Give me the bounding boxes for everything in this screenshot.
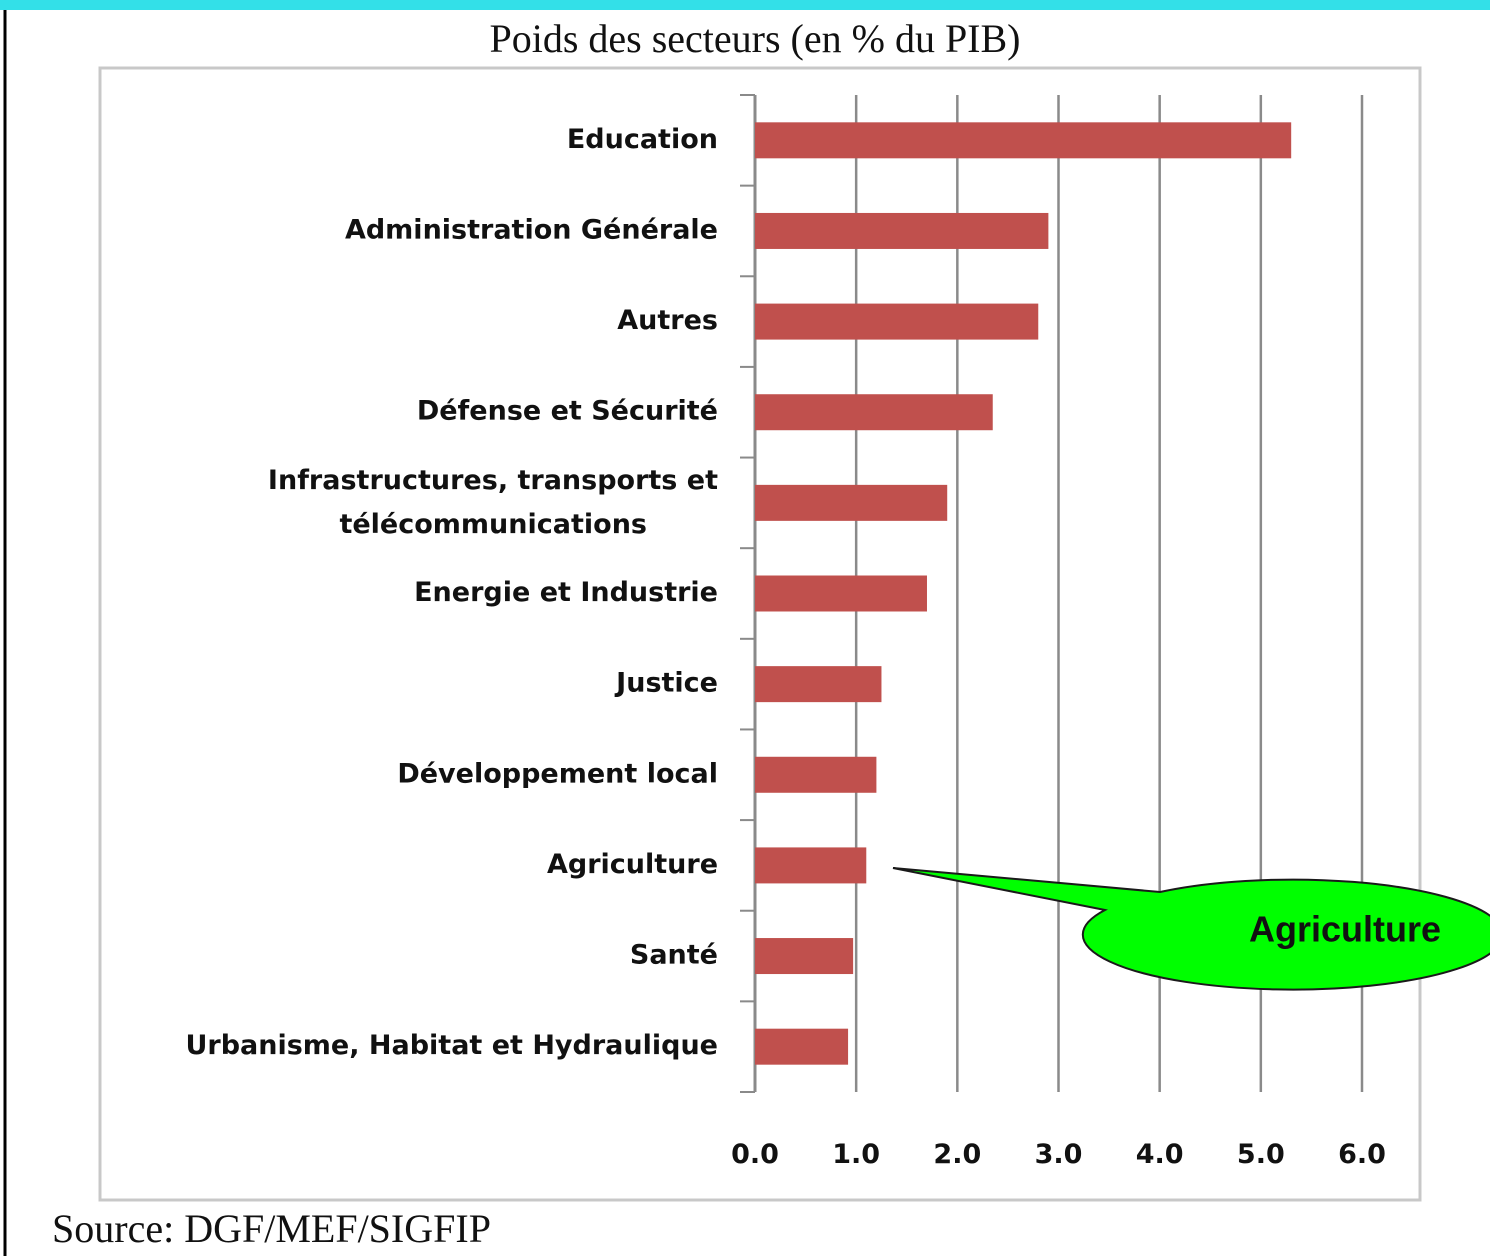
plot-frame (98, 66, 1422, 1202)
callout: Agriculture (892, 867, 1490, 991)
chart-title: Poids des secteurs (en % du PIB) (489, 16, 1020, 61)
y-tick-label: Santé (630, 940, 718, 971)
y-tick-label: Urbanisme, Habitat et Hydraulique (185, 1030, 718, 1061)
bar (755, 212, 1049, 249)
source: Source: DGF/MEF/SIGFIP (52, 1206, 491, 1251)
bar (755, 1028, 849, 1065)
y-tick-label: Défense et Sécurité (417, 396, 718, 427)
x-tick-label: 6.0 (1338, 1139, 1386, 1170)
y-tick-label: Développement local (397, 758, 718, 789)
y-tick-label: Energie et Industrie (414, 577, 718, 608)
y-tick-label: Justice (614, 668, 718, 699)
bar (755, 394, 993, 431)
y-tick-label: Education (567, 124, 718, 155)
x-tick-label: 5.0 (1237, 1139, 1285, 1170)
bar (755, 756, 877, 793)
y-tick-label: Autres (617, 305, 718, 336)
y-tick-label: Agriculture (547, 849, 718, 880)
x-tick-label: 0.0 (731, 1139, 779, 1170)
bar (755, 303, 1039, 340)
bar (755, 122, 1292, 159)
plot: 0.0 1.0 2.0 3.0 4.0 5.0 6.0 Education Administra… (185, 94, 1386, 1170)
y-tick-label: Infrastructures, transports et télécommun… (268, 464, 718, 539)
bar (755, 575, 927, 612)
bar (755, 666, 882, 703)
top-strip (0, 0, 1490, 10)
x-tick-label: 2.0 (933, 1139, 981, 1170)
bar (755, 484, 948, 521)
callout-bubble (892, 867, 1490, 991)
bar (755, 938, 854, 975)
x-tick-label: 3.0 (1035, 1139, 1083, 1170)
y-tick-label: Administration Générale (345, 214, 718, 245)
x-tick-label: 1.0 (832, 1139, 880, 1170)
callout-text: Agriculture (1249, 909, 1441, 950)
bar (755, 847, 867, 884)
x-tick-label: 4.0 (1136, 1139, 1184, 1170)
